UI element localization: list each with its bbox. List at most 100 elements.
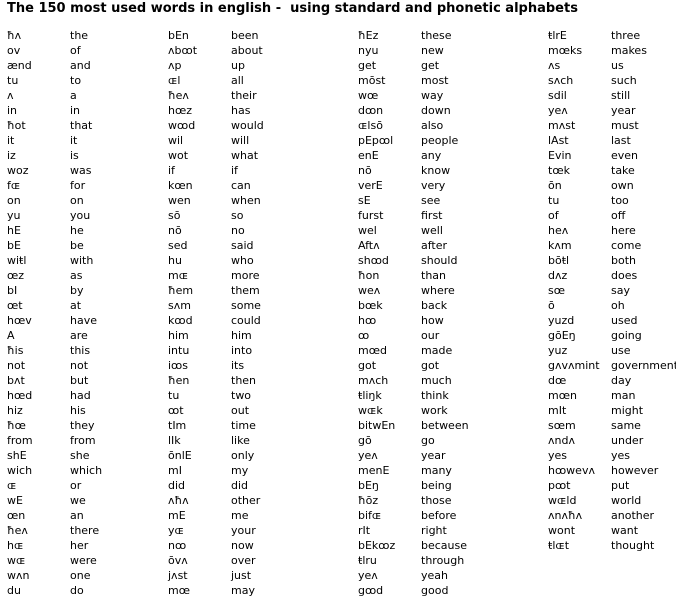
phonetic-word: ħœ — [7, 419, 26, 432]
standard-word: if — [231, 164, 238, 177]
phonetic-word: nyu — [358, 44, 379, 57]
phonetic-word: bʌt — [7, 374, 25, 387]
phonetic-word: mōst — [358, 74, 386, 87]
phonetic-word: lAst — [548, 134, 569, 147]
standard-word: down — [421, 104, 451, 117]
phonetic-word: wich — [7, 464, 33, 477]
standard-word: see — [421, 194, 441, 207]
standard-word: world — [611, 494, 642, 507]
standard-word: has — [231, 104, 251, 117]
phonetic-word: bI — [7, 284, 18, 297]
phonetic-word: furst — [358, 209, 384, 222]
phonetic-word: A — [7, 329, 15, 342]
phonetic-word: tIm — [168, 419, 187, 432]
phonetic-word: hœd — [7, 389, 33, 402]
standard-word: were — [70, 554, 97, 567]
phonetic-word: nō — [358, 164, 372, 177]
phonetic-word: intu — [168, 344, 190, 357]
phonetic-word: bEn — [168, 29, 189, 42]
standard-word: got — [421, 359, 440, 372]
phonetic-word: mœks — [548, 44, 583, 57]
standard-word: more — [231, 269, 260, 282]
standard-word: we — [70, 494, 86, 507]
standard-word: should — [421, 254, 458, 267]
standard-word: another — [611, 509, 655, 522]
standard-word: time — [231, 419, 256, 432]
phonetic-word: tu — [7, 74, 19, 87]
phonetic-word: dœ — [548, 374, 567, 387]
phonetic-word: woz — [7, 164, 29, 177]
phonetic-word: œz — [7, 269, 25, 282]
standard-word: even — [611, 149, 639, 162]
standard-word: before — [421, 509, 457, 522]
phonetic-word: menE — [358, 464, 390, 477]
phonetic-word: gꝏd — [358, 584, 384, 597]
phonetic-word: sʌm — [168, 299, 191, 312]
standard-word: two — [231, 389, 252, 402]
standard-word: three — [611, 29, 641, 42]
standard-word: which — [70, 464, 103, 477]
phonetic-word: ʌħʌ — [168, 494, 189, 507]
standard-word: new — [421, 44, 444, 57]
standard-word: only — [231, 449, 255, 462]
standard-word: thought — [611, 539, 655, 552]
phonetic-word: wiŧl — [7, 254, 27, 267]
phonetic-word: ænd — [7, 59, 32, 72]
standard-word: had — [70, 389, 91, 402]
standard-word: for — [70, 179, 86, 192]
standard-word: then — [231, 374, 257, 387]
standard-word: might — [611, 404, 644, 417]
standard-word: he — [70, 224, 84, 237]
standard-word: all — [231, 74, 244, 87]
phonetic-word: wɶk — [358, 404, 383, 417]
phonetic-word: ħis — [7, 344, 24, 357]
standard-word: be — [70, 239, 84, 252]
standard-word: does — [611, 269, 638, 282]
phonetic-word: ov — [7, 44, 21, 57]
phonetic-word: hꝏwevʌ — [548, 464, 595, 477]
standard-word: or — [70, 479, 82, 492]
standard-word: man — [611, 389, 636, 402]
phonetic-word: gōEŋ — [548, 329, 576, 342]
phonetic-word: mœd — [358, 344, 387, 357]
standard-word: said — [231, 239, 254, 252]
phonetic-word: œt — [7, 299, 23, 312]
standard-word: under — [611, 434, 644, 447]
standard-word: still — [611, 89, 631, 102]
phonetic-word: mœ — [168, 584, 190, 597]
standard-word: on — [70, 194, 84, 207]
standard-word: must — [611, 119, 639, 132]
phonetic-word: ħeʌ — [7, 524, 28, 537]
phonetic-word: mʌch — [358, 374, 389, 387]
standard-word: so — [231, 209, 244, 222]
standard-word: in — [70, 104, 81, 117]
standard-word: us — [611, 59, 624, 72]
phonetic-word: tu — [548, 194, 560, 207]
standard-word: government — [611, 359, 676, 372]
standard-word: it — [70, 134, 78, 147]
standard-word: him — [231, 329, 252, 342]
phonetic-word: dꝏn — [358, 104, 384, 117]
standard-word: where — [421, 284, 455, 297]
standard-word: from — [70, 434, 96, 447]
phonetic-word: weʌ — [358, 284, 381, 297]
phonetic-word: ōn — [548, 179, 562, 192]
phonetic-word: yeʌ — [548, 104, 568, 117]
phonetic-word: shꝏd — [358, 254, 389, 267]
phonetic-word: ōnlE — [168, 449, 192, 462]
phonetic-word: ɶ — [7, 479, 17, 492]
phonetic-word: yu — [7, 209, 21, 222]
standard-word: at — [70, 299, 82, 312]
standard-word: her — [70, 539, 89, 552]
standard-word: into — [231, 344, 253, 357]
phonetic-word: wɶld — [548, 494, 577, 507]
standard-word: used — [611, 314, 638, 327]
phonetic-word: bEŋ — [358, 479, 379, 492]
standard-word: own — [611, 179, 634, 192]
standard-word: and — [70, 59, 91, 72]
phonetic-word: ħōz — [358, 494, 379, 507]
phonetic-word: mʌst — [548, 119, 576, 132]
standard-word: than — [421, 269, 446, 282]
phonetic-word: wɶ — [7, 554, 26, 567]
